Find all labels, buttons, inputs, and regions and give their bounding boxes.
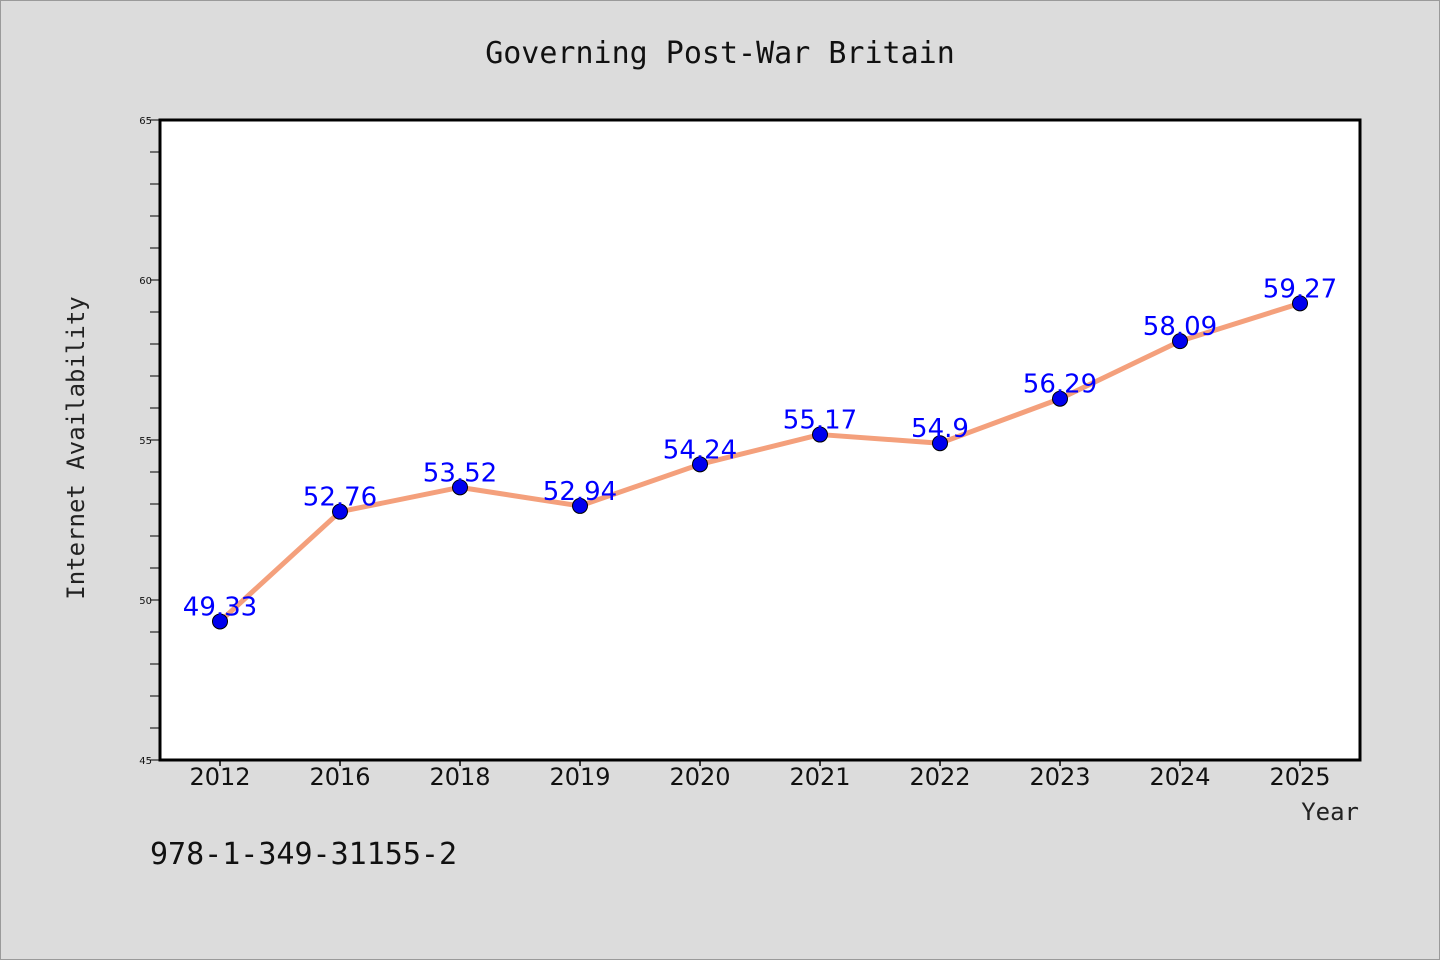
x-tick-label: 2016 bbox=[309, 763, 370, 791]
data-label: 55.17 bbox=[783, 406, 857, 436]
chart-title: Governing Post-War Britain bbox=[485, 36, 955, 71]
x-tick-label: 2020 bbox=[669, 763, 730, 791]
data-label: 54.9 bbox=[911, 414, 969, 444]
data-label: 58.09 bbox=[1143, 312, 1217, 342]
x-tick-label: 2025 bbox=[1269, 763, 1330, 791]
y-axis: 45 50 55 60 65 bbox=[139, 116, 160, 767]
x-tick-label: 2018 bbox=[429, 763, 490, 791]
data-markers bbox=[212, 295, 1308, 630]
data-label: 52.76 bbox=[303, 483, 377, 513]
x-tick-label: 2022 bbox=[909, 763, 970, 791]
data-point bbox=[332, 503, 348, 520]
x-tick-label: 2019 bbox=[549, 763, 610, 791]
data-point bbox=[452, 479, 468, 496]
x-tick-label: 2012 bbox=[189, 763, 250, 791]
data-point bbox=[1052, 390, 1068, 407]
data-point bbox=[692, 456, 708, 473]
data-label: 49.33 bbox=[183, 592, 257, 622]
x-axis: 2012 2016 2018 2019 2020 2021 2022 2023 2024 2025 bbox=[189, 760, 1331, 791]
data-point bbox=[812, 426, 828, 443]
x-tick-label: 2024 bbox=[1149, 763, 1210, 791]
x-tick-label: 2021 bbox=[789, 763, 850, 791]
data-label: 56.29 bbox=[1023, 370, 1097, 400]
y-axis-label: Internet Availability bbox=[62, 296, 90, 599]
data-point bbox=[572, 497, 588, 514]
data-labels: 49.33 52.76 53.52 52.94 54.24 55.17 54.9 56.29 5… bbox=[183, 274, 1337, 622]
series-line bbox=[217, 300, 1303, 624]
data-point bbox=[932, 435, 948, 452]
y-tick-label: 65 bbox=[139, 116, 152, 127]
x-axis-label: Year bbox=[1301, 798, 1359, 826]
data-label: 54.24 bbox=[663, 435, 737, 465]
x-tick-label: 2023 bbox=[1029, 763, 1090, 791]
y-tick-label: 55 bbox=[139, 436, 152, 447]
data-point bbox=[1292, 295, 1308, 312]
y-tick-label: 50 bbox=[139, 596, 152, 607]
data-label: 52.94 bbox=[543, 477, 617, 507]
data-point bbox=[212, 613, 228, 630]
plot-area bbox=[158, 118, 1362, 762]
data-label: 59.27 bbox=[1263, 274, 1337, 304]
isbn-text: 978-1-349-31155-2 bbox=[150, 837, 457, 872]
y-tick-label: 45 bbox=[139, 756, 152, 767]
data-point bbox=[1172, 333, 1188, 350]
data-label: 53.52 bbox=[423, 458, 497, 488]
y-tick-label: 60 bbox=[139, 276, 152, 287]
